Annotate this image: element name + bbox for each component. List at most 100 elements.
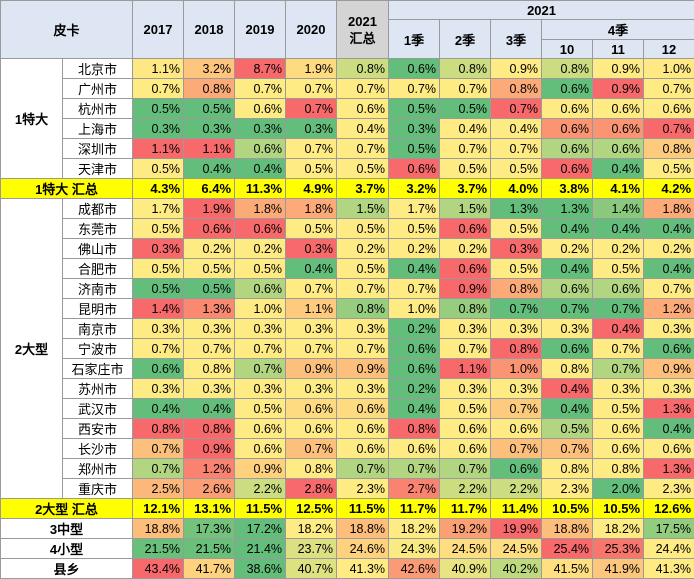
city-label: 济南市 (63, 279, 133, 299)
value-cell: 0.3% (286, 119, 337, 139)
value-cell: 41.7% (184, 559, 235, 579)
value-cell: 41.9% (593, 559, 644, 579)
value-cell: 0.7% (184, 339, 235, 359)
value-cell: 0.7% (440, 79, 491, 99)
value-cell: 0.6% (542, 339, 593, 359)
value-cell: 0.7% (491, 299, 542, 319)
value-cell: 11.5% (337, 499, 389, 519)
value-cell: 0.5% (542, 419, 593, 439)
value-cell: 0.4% (286, 259, 337, 279)
value-cell: 0.9% (184, 439, 235, 459)
value-cell: 0.9% (440, 279, 491, 299)
value-cell: 0.7% (491, 139, 542, 159)
value-cell: 0.5% (440, 99, 491, 119)
value-cell: 0.6% (286, 419, 337, 439)
value-cell: 4.3% (133, 179, 184, 199)
value-cell: 0.7% (440, 139, 491, 159)
group-label: 1特大 (1, 59, 63, 179)
value-cell: 0.7% (337, 459, 389, 479)
value-cell: 0.6% (235, 419, 286, 439)
value-cell: 0.5% (593, 259, 644, 279)
city-label: 天津市 (63, 159, 133, 179)
value-cell: 0.9% (491, 59, 542, 79)
value-cell: 6.4% (184, 179, 235, 199)
value-cell: 17.3% (184, 519, 235, 539)
value-cell: 0.7% (133, 79, 184, 99)
value-cell: 1.9% (286, 59, 337, 79)
value-cell: 1.9% (184, 199, 235, 219)
value-cell: 0.3% (491, 319, 542, 339)
value-cell: 1.0% (389, 299, 440, 319)
value-cell: 17.2% (235, 519, 286, 539)
value-cell: 0.7% (235, 359, 286, 379)
city-label: 广州市 (63, 79, 133, 99)
value-cell: 1.4% (133, 299, 184, 319)
value-cell: 0.4% (440, 119, 491, 139)
value-cell: 0.8% (184, 419, 235, 439)
value-cell: 3.2% (389, 179, 440, 199)
value-cell: 11.7% (440, 499, 491, 519)
value-cell: 0.8% (337, 299, 389, 319)
subtotal-label: 1特大 汇总 (1, 179, 133, 199)
value-cell: 0.5% (337, 219, 389, 239)
value-cell: 0.7% (491, 99, 542, 119)
value-cell: 0.6% (593, 279, 644, 299)
value-cell: 41.3% (337, 559, 389, 579)
value-cell: 0.3% (389, 119, 440, 139)
value-cell: 0.5% (389, 139, 440, 159)
value-cell: 1.3% (542, 199, 593, 219)
group-label: 2大型 (1, 199, 63, 499)
value-cell: 0.5% (337, 159, 389, 179)
value-cell: 0.2% (184, 239, 235, 259)
value-cell: 0.7% (337, 79, 389, 99)
value-cell: 0.9% (593, 79, 644, 99)
value-cell: 1.3% (491, 199, 542, 219)
value-cell: 8.7% (235, 59, 286, 79)
value-cell: 0.2% (337, 239, 389, 259)
city-label: 东莞市 (63, 219, 133, 239)
value-cell: 0.3% (286, 239, 337, 259)
value-cell: 0.6% (542, 99, 593, 119)
city-label: 佛山市 (63, 239, 133, 259)
value-cell: 0.5% (235, 399, 286, 419)
value-cell: 3.7% (337, 179, 389, 199)
value-cell: 0.9% (286, 359, 337, 379)
value-cell: 0.5% (133, 279, 184, 299)
value-cell: 0.6% (337, 419, 389, 439)
value-cell: 38.6% (235, 559, 286, 579)
value-cell: 4.2% (644, 179, 694, 199)
value-cell: 40.7% (286, 559, 337, 579)
value-cell: 21.4% (235, 539, 286, 559)
value-cell: 0.7% (644, 119, 694, 139)
value-cell: 0.6% (440, 219, 491, 239)
value-cell: 24.3% (389, 539, 440, 559)
value-cell: 0.6% (389, 439, 440, 459)
value-cell: 10.5% (593, 499, 644, 519)
value-cell: 17.5% (644, 519, 694, 539)
value-cell: 18.8% (337, 519, 389, 539)
value-cell: 0.5% (133, 159, 184, 179)
value-cell: 0.7% (542, 439, 593, 459)
value-cell: 1.1% (133, 59, 184, 79)
value-cell: 0.2% (542, 239, 593, 259)
value-cell: 0.6% (593, 439, 644, 459)
value-cell: 0.5% (644, 159, 694, 179)
value-cell: 0.6% (389, 59, 440, 79)
value-cell: 0.4% (593, 219, 644, 239)
value-cell: 18.8% (133, 519, 184, 539)
value-cell: 0.6% (542, 279, 593, 299)
value-cell: 0.4% (389, 399, 440, 419)
value-cell: 0.3% (337, 379, 389, 399)
value-cell: 2.2% (491, 479, 542, 499)
value-cell: 1.0% (644, 59, 694, 79)
value-cell: 0.6% (389, 359, 440, 379)
